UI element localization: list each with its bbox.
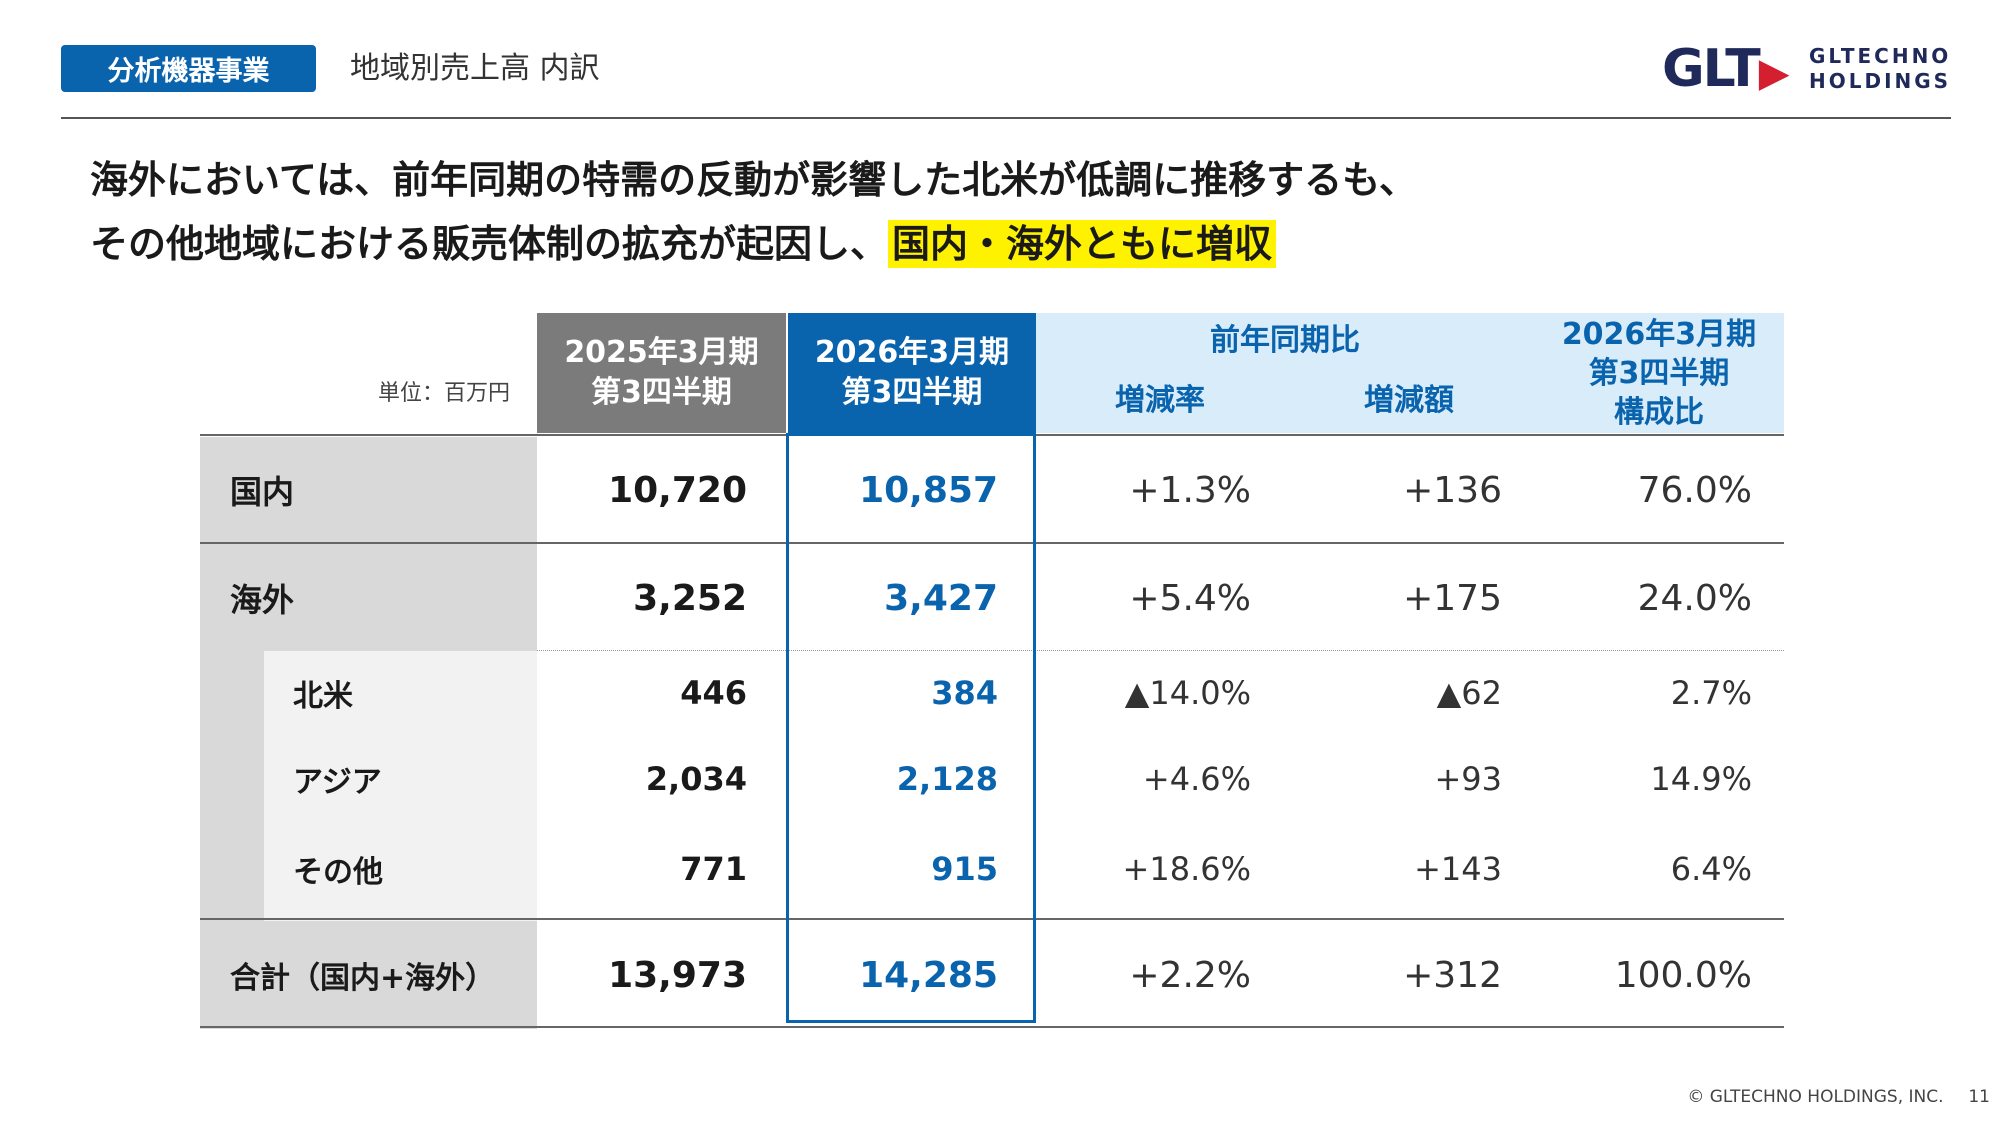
logo-mark: GLT▶ — [1662, 39, 1790, 99]
cell-other-2025: 771 — [680, 850, 747, 888]
cell-total-2026: 14,285 — [859, 954, 998, 996]
cell-asia-comp: 14.9% — [1650, 760, 1752, 798]
row-sublabel-bg — [264, 651, 537, 921]
cell-other-2026: 915 — [931, 850, 998, 888]
current-period-frame — [786, 433, 1036, 1023]
cell-asia-amount: +93 — [1434, 760, 1502, 798]
column-header-2026: 2026年3月期 第3四半期 — [788, 313, 1036, 433]
column-header-yoy: 前年同期比 — [1210, 322, 1360, 358]
cell-domestic-comp: 76.0% — [1637, 469, 1752, 511]
headline-line-2: その他地域における販売体制の拡充が起因し、 国内・海外ともに増収 — [90, 216, 1277, 272]
cell-other-comp: 6.4% — [1670, 850, 1752, 888]
logo-text: GLTECHNO HOLDINGS — [1809, 44, 1952, 93]
table-line-1 — [200, 542, 1784, 544]
cell-total-rate: +2.2% — [1129, 954, 1251, 996]
row-label-indent-bg — [200, 651, 264, 921]
cell-domestic-rate: +1.3% — [1129, 469, 1251, 511]
table-line-bottom — [200, 1026, 1784, 1028]
yoy-header-background — [1036, 313, 1784, 433]
cell-domestic-2026: 10,857 — [859, 469, 998, 511]
headline-highlight: 国内・海外ともに増収 — [888, 220, 1277, 268]
row-label-domestic: 国内 — [230, 473, 295, 511]
cell-overseas-2025: 3,252 — [633, 577, 747, 619]
table-line-total — [200, 918, 1784, 920]
cell-north-america-2026: 384 — [931, 674, 998, 712]
column-header-composition: 2026年3月期 第3四半期 構成比 — [1561, 316, 1757, 430]
company-logo: GLT▶ GLTECHNO HOLDINGS — [1662, 40, 1952, 98]
section-badge: 分析機器事業 — [61, 45, 316, 92]
cell-asia-2025: 2,034 — [645, 760, 747, 798]
row-label-total: 合計（国内+海外） — [230, 961, 496, 996]
headline-line-1: 海外においては、前年同期の特需の反動が影響した北米が低調に推移するも、 — [90, 158, 1417, 202]
copyright: © GLTECHNO HOLDINGS, INC. — [1687, 1087, 1944, 1107]
cell-asia-rate: +4.6% — [1142, 760, 1251, 798]
row-label-north-america: 北米 — [293, 679, 353, 714]
column-header-2025: 2025年3月期 第3四半期 — [537, 313, 786, 433]
cell-total-comp: 100.0% — [1614, 954, 1752, 996]
cell-total-2025: 13,973 — [608, 954, 747, 996]
cell-other-rate: +18.6% — [1122, 850, 1251, 888]
cell-domestic-2025: 10,720 — [608, 469, 747, 511]
cell-north-america-2025: 446 — [680, 674, 747, 712]
footer: © GLTECHNO HOLDINGS, INC. 11 — [1600, 1087, 1990, 1107]
header-divider — [61, 117, 1951, 119]
row-label-other: その他 — [293, 855, 383, 890]
cell-domestic-amount: +136 — [1403, 469, 1502, 511]
cell-overseas-comp: 24.0% — [1637, 577, 1752, 619]
cell-total-amount: +312 — [1403, 954, 1502, 996]
cell-overseas-rate: +5.4% — [1129, 577, 1251, 619]
table-dotted-line — [537, 650, 1784, 651]
column-header-rate: 増減率 — [1115, 382, 1205, 418]
cell-north-america-rate: ▲14.0% — [1124, 674, 1251, 712]
cell-north-america-comp: 2.7% — [1670, 674, 1752, 712]
row-label-bg-total — [200, 921, 537, 1029]
cell-asia-2026: 2,128 — [896, 760, 998, 798]
unit-label: 単位：百万円 — [377, 381, 510, 406]
cell-overseas-amount: +175 — [1403, 577, 1502, 619]
row-label-bg-upper — [200, 437, 537, 651]
cell-north-america-amount: ▲62 — [1436, 674, 1502, 712]
page-title: 地域別売上高 内訳 — [350, 51, 600, 86]
cell-other-amount: +143 — [1414, 850, 1502, 888]
row-label-overseas: 海外 — [230, 581, 295, 619]
cell-overseas-2026: 3,427 — [884, 577, 998, 619]
row-label-asia: アジア — [293, 765, 382, 800]
page-number: 11 — [1968, 1087, 1990, 1107]
column-header-amount: 増減額 — [1364, 382, 1454, 418]
